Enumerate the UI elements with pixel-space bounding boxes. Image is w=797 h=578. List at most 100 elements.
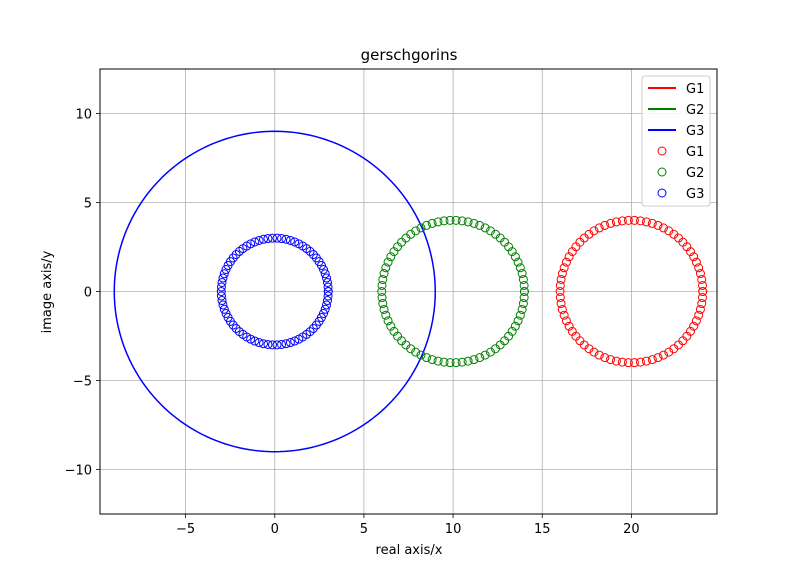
- data-point-g2: [378, 299, 388, 309]
- data-point-g1: [659, 350, 669, 360]
- data-point-g1: [641, 356, 651, 366]
- data-point-g2: [457, 216, 467, 226]
- data-point-g1: [584, 344, 594, 354]
- y-tick-label: 5: [84, 197, 92, 212]
- data-point-g2: [445, 215, 455, 225]
- y-tick-label: 10: [75, 108, 92, 123]
- y-tick-label: 0: [84, 286, 92, 301]
- data-point-g2: [439, 357, 449, 367]
- data-point-g3: [258, 234, 268, 244]
- data-point-g3: [281, 234, 291, 244]
- data-point-g3: [250, 237, 260, 247]
- legend-entry-label: G2: [686, 166, 704, 181]
- data-point-g2: [445, 358, 455, 368]
- y-tick-label: −10: [65, 464, 92, 479]
- legend-marker-swatch: [657, 167, 667, 177]
- data-point-g1: [641, 217, 651, 227]
- data-point-g3: [277, 339, 287, 349]
- data-point-g1: [623, 358, 633, 368]
- data-point-g3: [263, 339, 273, 349]
- data-point-g2: [416, 223, 426, 233]
- plot-content: [113, 130, 708, 453]
- data-point-g3: [320, 269, 330, 279]
- data-point-g3: [267, 233, 277, 243]
- data-point-g2: [517, 269, 527, 279]
- data-point-g1: [697, 274, 707, 284]
- data-point-g2: [519, 293, 529, 303]
- data-point-g2: [513, 316, 523, 326]
- data-point-g2: [411, 347, 421, 357]
- data-point-g2: [510, 252, 520, 262]
- data-point-g3: [308, 250, 318, 260]
- data-point-g2: [469, 218, 479, 228]
- data-point-g1: [617, 216, 627, 226]
- data-point-g1: [694, 263, 704, 273]
- data-point-g3: [285, 235, 295, 245]
- data-point-g2: [491, 229, 500, 239]
- data-point-g3: [323, 287, 333, 296]
- data-point-g3: [322, 296, 332, 306]
- data-point-g2: [475, 353, 485, 363]
- data-point-g3: [216, 291, 226, 301]
- data-point-g1: [647, 218, 657, 228]
- data-point-g1: [556, 274, 566, 284]
- data-point-g2: [507, 326, 517, 336]
- data-point-g2: [421, 220, 431, 230]
- data-point-g1: [691, 316, 701, 326]
- data-point-g1: [559, 310, 569, 320]
- data-point-g3: [308, 323, 318, 333]
- data-point-g1: [664, 226, 674, 236]
- data-point-g2: [439, 216, 449, 226]
- data-point-g3: [320, 304, 330, 314]
- data-point-g3: [216, 282, 226, 292]
- data-point-g1: [589, 226, 599, 236]
- data-point-g2: [377, 287, 387, 296]
- data-point-g3: [322, 277, 332, 287]
- data-point-g2: [469, 355, 479, 365]
- data-point-g3: [246, 334, 256, 344]
- data-point-g3: [218, 273, 228, 283]
- data-point-g2: [381, 263, 391, 273]
- data-point-g1: [635, 357, 645, 367]
- data-point-g1: [664, 347, 674, 357]
- data-point-g1: [557, 304, 567, 314]
- data-point-g2: [515, 263, 525, 273]
- data-point-g1: [555, 287, 565, 296]
- data-point-g1: [691, 257, 701, 267]
- data-point-g2: [513, 257, 523, 267]
- data-point-g2: [421, 353, 431, 363]
- data-point-g1: [600, 220, 610, 230]
- data-point-g3: [231, 323, 241, 333]
- data-point-g2: [427, 355, 437, 365]
- data-point-g3: [290, 336, 300, 346]
- data-point-g2: [433, 356, 443, 366]
- data-point-g2: [378, 274, 388, 284]
- data-point-g2: [480, 350, 490, 360]
- data-point-g3: [294, 239, 304, 249]
- data-point-g2: [383, 316, 393, 326]
- data-point-g3: [231, 250, 241, 260]
- x-tick-label: 10: [445, 522, 462, 537]
- data-point-g2: [519, 287, 529, 296]
- data-point-g1: [559, 263, 569, 273]
- data-point-g2: [433, 217, 443, 227]
- data-point-g1: [555, 280, 565, 290]
- data-point-g3: [217, 296, 227, 306]
- data-point-g2: [463, 217, 473, 227]
- data-point-g3: [281, 339, 291, 349]
- data-point-g1: [594, 350, 604, 360]
- x-tick-label: 15: [534, 522, 551, 537]
- data-point-g1: [695, 304, 705, 314]
- data-point-g3: [322, 300, 332, 310]
- data-point-g1: [697, 293, 707, 303]
- data-point-g3: [272, 340, 282, 350]
- data-point-g3: [219, 304, 229, 314]
- legend-entry-label: G3: [686, 187, 704, 202]
- data-point-g1: [697, 280, 707, 290]
- data-point-g1: [611, 217, 621, 227]
- data-point-g1: [600, 353, 610, 363]
- data-point-g1: [556, 299, 566, 309]
- data-point-g1: [629, 358, 639, 368]
- y-axis-label: image axis/y: [40, 250, 55, 333]
- y-tick-label: −5: [73, 375, 92, 390]
